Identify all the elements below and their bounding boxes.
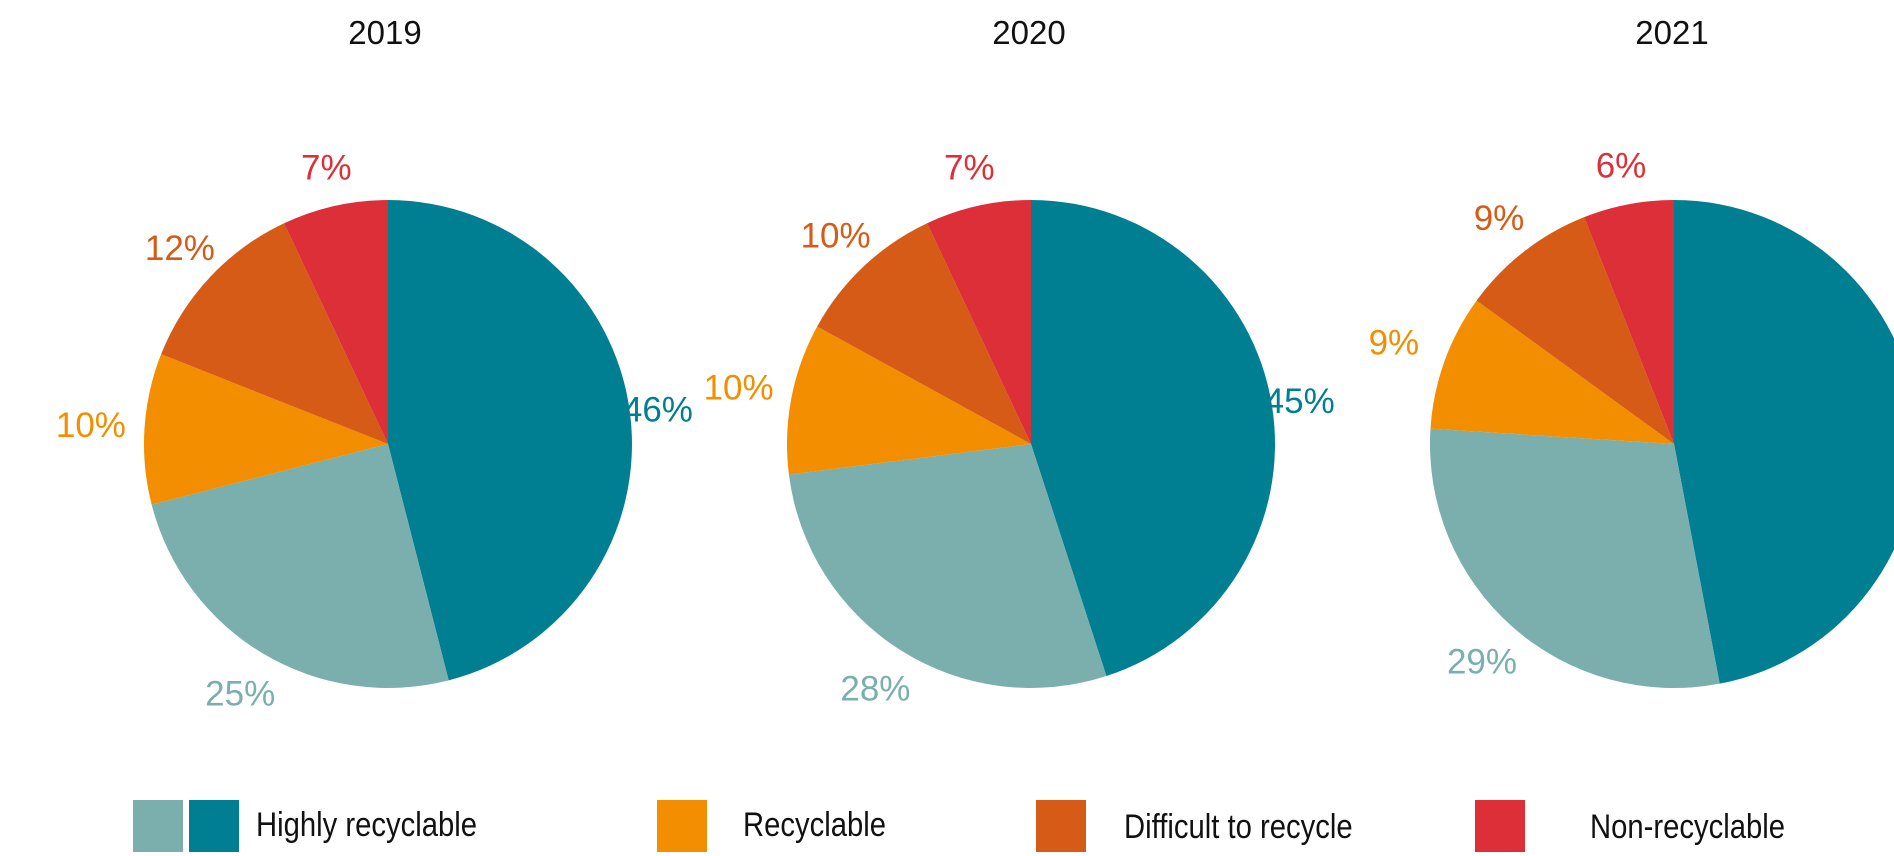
pie-2019-label-difficult-to-recycle: 12% [145, 229, 215, 268]
pie-title-2019: 2019 [348, 14, 422, 51]
pie-2021-slice-difficult-to-recycle [1476, 217, 1674, 444]
pie-2019-label-highly-recyclable-dark: 46% [623, 390, 693, 429]
pie-2020-label-recyclable: 10% [704, 369, 774, 408]
pie-2020-label-highly-recyclable-dark: 45% [1265, 382, 1335, 421]
pie-2020: 45% 28% 10% 10% 7% [704, 148, 1335, 708]
pie-2019-slice-difficult-to-recycle [161, 223, 388, 444]
pie-2021-label-highly-recyclable-light: 29% [1447, 642, 1517, 681]
pie-2021: 47%29%9%9%6% [1369, 147, 1894, 689]
legend-label-difficult-to-recycle: Difficult to recycle [1124, 808, 1353, 846]
pie-2021-slice-recyclable [1430, 300, 1674, 444]
pie-2020-label-difficult-to-recycle: 10% [801, 216, 871, 255]
pie-2021-slice-non-recyclable [1584, 199, 1674, 444]
legend-swatch-highly-recyclable-light [133, 800, 183, 852]
pie-2021-label-difficult-to-recycle: 9% [1474, 199, 1525, 238]
pie-2020-slice-highly-recyclable-dark [1031, 200, 1276, 677]
legend-swatch-difficult-to-recycle [1036, 800, 1086, 852]
pie-2020-slice-highly-recyclable-light [788, 444, 1107, 689]
legend-swatch-recyclable [657, 800, 707, 852]
legend-swatch-non-recyclable [1475, 800, 1525, 852]
pie-title-2020: 2020 [992, 14, 1066, 51]
pie-2020-label-highly-recyclable-light: 28% [840, 670, 910, 709]
pie-2020-label-non-recyclable: 7% [944, 148, 995, 187]
pie-2019-slice-highly-recyclable-dark [388, 200, 632, 681]
pie-2020-slice-difficult-to-recycle [817, 223, 1031, 444]
pie-title-2021: 2021 [1635, 14, 1709, 51]
pie-2020-slice-recyclable [786, 326, 1031, 475]
pie-2019-label-highly-recyclable-light: 25% [205, 674, 275, 713]
pie-2021-label-recyclable: 9% [1369, 324, 1420, 363]
pie-2021-label-non-recyclable: 6% [1596, 147, 1647, 186]
legend-swatch-highly-recyclable-dark [189, 800, 239, 852]
pie-2019-slice-recyclable [144, 354, 388, 505]
pie-2019-label-recyclable: 10% [56, 406, 126, 445]
pie-2021-slice-highly-recyclable-light [1429, 428, 1720, 689]
pie-2019: 46% 25% 10% 12% 7% [56, 148, 693, 713]
pie-2019-slice-non-recyclable [284, 200, 388, 444]
pie-2019-label-non-recyclable: 7% [301, 148, 352, 187]
legend-label-non-recyclable: Non-recyclable [1590, 808, 1786, 846]
pie-2020-slice-non-recyclable [927, 200, 1031, 444]
legend-label-recyclable: Recyclable [743, 806, 887, 844]
legend-label-highly-recyclable: Highly recyclable [256, 806, 478, 844]
pie-2019-slice-highly-recyclable-light [151, 444, 449, 688]
pie-2021-slice-highly-recyclable-dark [1674, 200, 1894, 684]
